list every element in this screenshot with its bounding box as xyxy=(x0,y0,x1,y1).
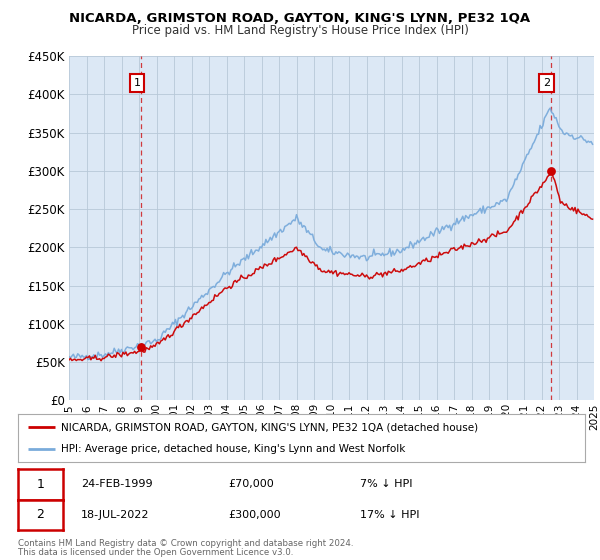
Text: 18-JUL-2022: 18-JUL-2022 xyxy=(81,510,149,520)
Text: 24-FEB-1999: 24-FEB-1999 xyxy=(81,479,152,489)
Text: 1: 1 xyxy=(133,78,140,88)
Text: This data is licensed under the Open Government Licence v3.0.: This data is licensed under the Open Gov… xyxy=(18,548,293,557)
Text: 7% ↓ HPI: 7% ↓ HPI xyxy=(360,479,413,489)
Text: 1: 1 xyxy=(37,478,44,491)
Text: £70,000: £70,000 xyxy=(228,479,274,489)
Text: £300,000: £300,000 xyxy=(228,510,281,520)
Text: Price paid vs. HM Land Registry's House Price Index (HPI): Price paid vs. HM Land Registry's House … xyxy=(131,24,469,36)
Point xyxy=(136,342,146,351)
Text: 17% ↓ HPI: 17% ↓ HPI xyxy=(360,510,419,520)
Text: Contains HM Land Registry data © Crown copyright and database right 2024.: Contains HM Land Registry data © Crown c… xyxy=(18,539,353,548)
Text: HPI: Average price, detached house, King's Lynn and West Norfolk: HPI: Average price, detached house, King… xyxy=(61,444,405,454)
Text: NICARDA, GRIMSTON ROAD, GAYTON, KING'S LYNN, PE32 1QA: NICARDA, GRIMSTON ROAD, GAYTON, KING'S L… xyxy=(70,12,530,25)
Text: 2: 2 xyxy=(543,78,550,88)
Point xyxy=(546,166,556,175)
Text: 2: 2 xyxy=(37,508,44,521)
Text: NICARDA, GRIMSTON ROAD, GAYTON, KING'S LYNN, PE32 1QA (detached house): NICARDA, GRIMSTON ROAD, GAYTON, KING'S L… xyxy=(61,422,478,432)
